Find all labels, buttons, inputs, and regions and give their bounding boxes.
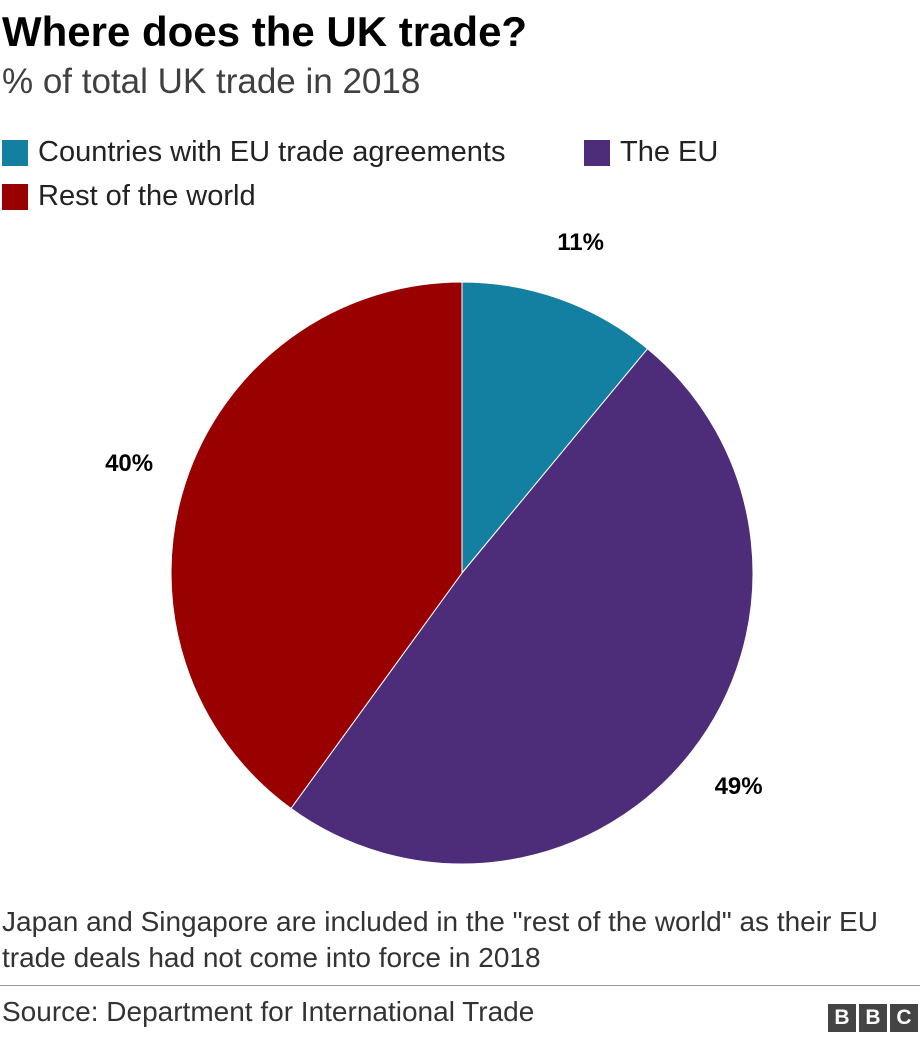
legend-swatch-eu xyxy=(584,139,610,166)
slice-label-eu: 49% xyxy=(715,773,763,800)
chart-subtitle: % of total UK trade in 2018 xyxy=(2,62,421,101)
legend-label-eu: The EU xyxy=(620,136,719,168)
legend-swatch-eu-agreements xyxy=(2,139,28,166)
legend-item-eu-agreements: Countries with EU trade agreements xyxy=(2,136,505,169)
legend-label-rest-of-world: Rest of the world xyxy=(38,180,256,212)
source-text: Source: Department for International Tra… xyxy=(2,996,535,1027)
pie-slice-eu xyxy=(290,348,754,865)
logo-letter-c: C xyxy=(890,1004,918,1032)
bbc-logo: B B C xyxy=(828,1004,918,1032)
pie-slice-eu-agreements xyxy=(461,281,649,575)
chart-note: Japan and Singapore are included in the … xyxy=(2,906,878,973)
pie-slice-rest-of-world xyxy=(170,281,463,810)
slice-label-rest-of-world: 40% xyxy=(105,450,153,477)
legend-item-rest-of-world: Rest of the world xyxy=(2,180,256,213)
slice-label-eu-agreements: 11% xyxy=(557,230,604,256)
logo-letter-b1: B xyxy=(828,1004,856,1032)
logo-letter-b2: B xyxy=(859,1004,887,1032)
legend-swatch-rest-of-world xyxy=(2,183,28,210)
legend-item-eu: The EU xyxy=(584,136,718,169)
legend-label-eu-agreements: Countries with EU trade agreements xyxy=(38,136,506,168)
chart-title: Where does the UK trade? xyxy=(2,8,528,55)
footer-divider xyxy=(0,985,920,986)
pie-chart: 11% 49% 40% xyxy=(105,230,763,865)
